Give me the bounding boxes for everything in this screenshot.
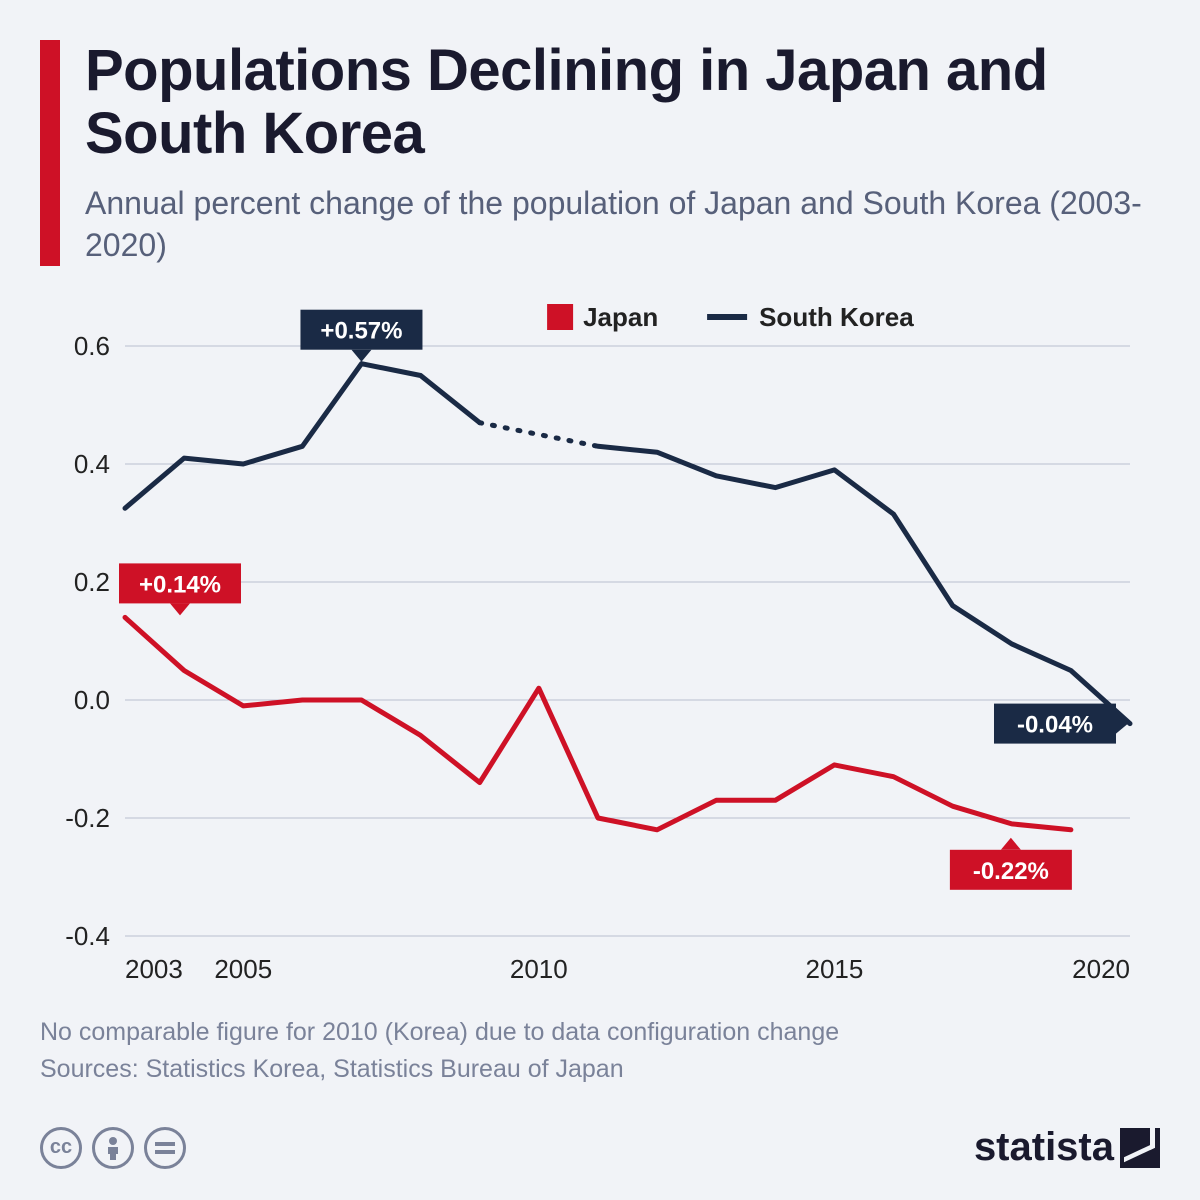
svg-text:South Korea: South Korea	[759, 302, 914, 332]
brand-text: statista	[974, 1125, 1114, 1170]
license-icons: cc	[40, 1127, 186, 1169]
svg-text:0.6: 0.6	[74, 331, 110, 361]
brand-logo: statista	[974, 1125, 1160, 1170]
line-chart-svg: -0.4 -0.2 0.0 0.2 0.4 0.6 2003 2005 2010 2015 2020…	[40, 286, 1160, 996]
by-icon	[92, 1127, 134, 1169]
svg-text:Japan: Japan	[583, 302, 658, 332]
accent-bar	[40, 40, 60, 266]
svg-text:0.4: 0.4	[74, 449, 110, 479]
svg-text:2005: 2005	[214, 954, 272, 984]
svg-text:2010: 2010	[510, 954, 568, 984]
chart-title: Populations Declining in Japan and South…	[85, 40, 1160, 165]
chart-subtitle: Annual percent change of the population …	[85, 183, 1160, 266]
svg-text:-0.4: -0.4	[65, 921, 110, 951]
chart-area: -0.4 -0.2 0.0 0.2 0.4 0.6 2003 2005 2010 2015 2020…	[40, 286, 1160, 996]
brand-mark-icon	[1120, 1128, 1160, 1168]
footnote-line2: Sources: Statistics Korea, Statistics Bu…	[40, 1055, 624, 1083]
chart-container: Populations Declining in Japan and South…	[0, 0, 1200, 1200]
svg-text:2020: 2020	[1072, 954, 1130, 984]
svg-text:0.0: 0.0	[74, 685, 110, 715]
nd-icon	[144, 1127, 186, 1169]
svg-text:0.2: 0.2	[74, 567, 110, 597]
svg-text:-0.22%: -0.22%	[973, 858, 1049, 885]
svg-text:+0.57%: +0.57%	[320, 318, 402, 345]
header-text: Populations Declining in Japan and South…	[85, 40, 1160, 266]
cc-icon: cc	[40, 1127, 82, 1169]
footnote-line1: No comparable figure for 2010 (Korea) du…	[40, 1018, 839, 1046]
footnote: No comparable figure for 2010 (Korea) du…	[40, 1014, 1160, 1087]
svg-text:-0.2: -0.2	[65, 803, 110, 833]
svg-text:-0.04%: -0.04%	[1017, 712, 1093, 739]
svg-text:2015: 2015	[805, 954, 863, 984]
header: Populations Declining in Japan and South…	[40, 40, 1160, 266]
svg-text:+0.14%: +0.14%	[139, 572, 221, 599]
svg-text:2003: 2003	[125, 954, 183, 984]
footer: cc statista	[40, 1125, 1160, 1170]
